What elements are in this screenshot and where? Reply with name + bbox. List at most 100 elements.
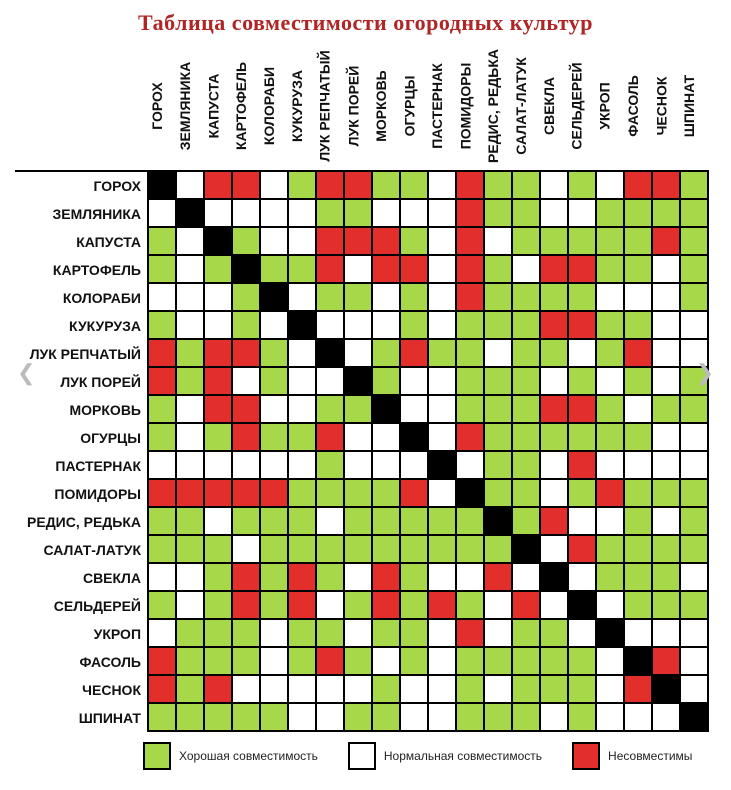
table-row: САЛАТ-ЛАТУК	[15, 536, 709, 564]
compatibility-cell	[597, 256, 625, 284]
table-row: ЗЕМЛЯНИКА	[15, 200, 709, 228]
compatibility-cell	[149, 592, 177, 620]
compatibility-cell	[653, 536, 681, 564]
compatibility-cell	[345, 536, 373, 564]
compatibility-cell	[513, 284, 541, 312]
compatibility-cell	[653, 508, 681, 536]
compatibility-cell	[401, 172, 429, 200]
table-row: УКРОП	[15, 620, 709, 648]
compatibility-cell	[205, 452, 233, 480]
compatibility-cell	[541, 340, 569, 368]
compatibility-cell	[233, 284, 261, 312]
compatibility-cell	[625, 648, 653, 676]
compatibility-cell	[485, 368, 513, 396]
compatibility-cell	[681, 200, 709, 228]
compatibility-cell	[569, 228, 597, 256]
compatibility-cell	[513, 592, 541, 620]
compatibility-cell	[401, 396, 429, 424]
compatibility-cell	[317, 424, 345, 452]
compatibility-cell	[261, 648, 289, 676]
compatibility-cell	[401, 228, 429, 256]
table-row: КУКУРУЗА	[15, 312, 709, 340]
compatibility-cell	[289, 592, 317, 620]
compatibility-cell	[261, 200, 289, 228]
compatibility-cell	[485, 592, 513, 620]
compatibility-cell	[205, 340, 233, 368]
compatibility-cell	[317, 396, 345, 424]
compatibility-cell	[597, 368, 625, 396]
prev-chevron-icon[interactable]: ❮	[17, 360, 35, 386]
compatibility-cell	[625, 396, 653, 424]
column-header: СЕЛЬДЕРЕЙ	[563, 40, 591, 170]
compatibility-cell	[149, 704, 177, 732]
compatibility-cell	[569, 480, 597, 508]
compatibility-cell	[485, 620, 513, 648]
compatibility-cell	[653, 592, 681, 620]
compatibility-cell	[373, 424, 401, 452]
compatibility-cell	[401, 676, 429, 704]
compatibility-cell	[233, 172, 261, 200]
compatibility-cell	[345, 256, 373, 284]
compatibility-cell	[625, 508, 653, 536]
compatibility-cell	[541, 256, 569, 284]
compatibility-cell	[233, 452, 261, 480]
column-header-label: КАРТОФЕЛЬ	[233, 62, 249, 150]
compatibility-cell	[569, 284, 597, 312]
compatibility-cell	[373, 648, 401, 676]
compatibility-cell	[429, 368, 457, 396]
compatibility-cell	[401, 536, 429, 564]
compatibility-cell	[681, 704, 709, 732]
row-header-label: МОРКОВЬ	[15, 396, 149, 424]
compatibility-cell	[457, 564, 485, 592]
row-header-label: СЕЛЬДЕРЕЙ	[15, 592, 149, 620]
compatibility-cell	[317, 368, 345, 396]
compatibility-cell	[261, 396, 289, 424]
compatibility-cell	[513, 228, 541, 256]
row-header-label: ПОМИДОРЫ	[15, 480, 149, 508]
compatibility-cell	[541, 564, 569, 592]
compatibility-cell	[681, 228, 709, 256]
compatibility-cell	[513, 676, 541, 704]
compatibility-cell	[289, 200, 317, 228]
row-header-label: УКРОП	[15, 620, 149, 648]
compatibility-cell	[513, 424, 541, 452]
compatibility-cell	[625, 312, 653, 340]
legend: Хорошая совместимостьНормальная совмести…	[143, 742, 692, 770]
next-chevron-icon[interactable]: ❯	[696, 360, 714, 386]
compatibility-cell	[429, 340, 457, 368]
compatibility-cell	[401, 312, 429, 340]
compatibility-cell	[345, 424, 373, 452]
compatibility-cell	[317, 536, 345, 564]
compatibility-cell	[457, 620, 485, 648]
compatibility-cell	[429, 228, 457, 256]
column-header: КАПУСТА	[199, 40, 227, 170]
compatibility-cell	[485, 480, 513, 508]
column-header-label: ЗЕМЛЯНИКА	[177, 62, 193, 150]
compatibility-cell	[177, 536, 205, 564]
compatibility-cell	[205, 508, 233, 536]
compatibility-cell	[625, 200, 653, 228]
compatibility-cell	[429, 704, 457, 732]
compatibility-cell	[205, 396, 233, 424]
compatibility-cell	[541, 676, 569, 704]
column-header-label: ШПИНАТ	[681, 75, 697, 137]
compatibility-cell	[401, 620, 429, 648]
compatibility-cell	[261, 592, 289, 620]
compatibility-cell	[149, 200, 177, 228]
compatibility-cell	[261, 172, 289, 200]
compatibility-cell	[317, 564, 345, 592]
compatibility-cell	[485, 648, 513, 676]
compatibility-cell	[345, 200, 373, 228]
compatibility-cell	[317, 452, 345, 480]
compatibility-cell	[345, 508, 373, 536]
compatibility-cell	[289, 396, 317, 424]
compatibility-cell	[233, 200, 261, 228]
compatibility-cell	[289, 452, 317, 480]
compatibility-cell	[401, 452, 429, 480]
compatibility-cell	[261, 676, 289, 704]
compatibility-cell	[373, 564, 401, 592]
compatibility-cell	[653, 564, 681, 592]
compatibility-cell	[177, 396, 205, 424]
compatibility-cell	[373, 312, 401, 340]
compatibility-cell	[625, 536, 653, 564]
